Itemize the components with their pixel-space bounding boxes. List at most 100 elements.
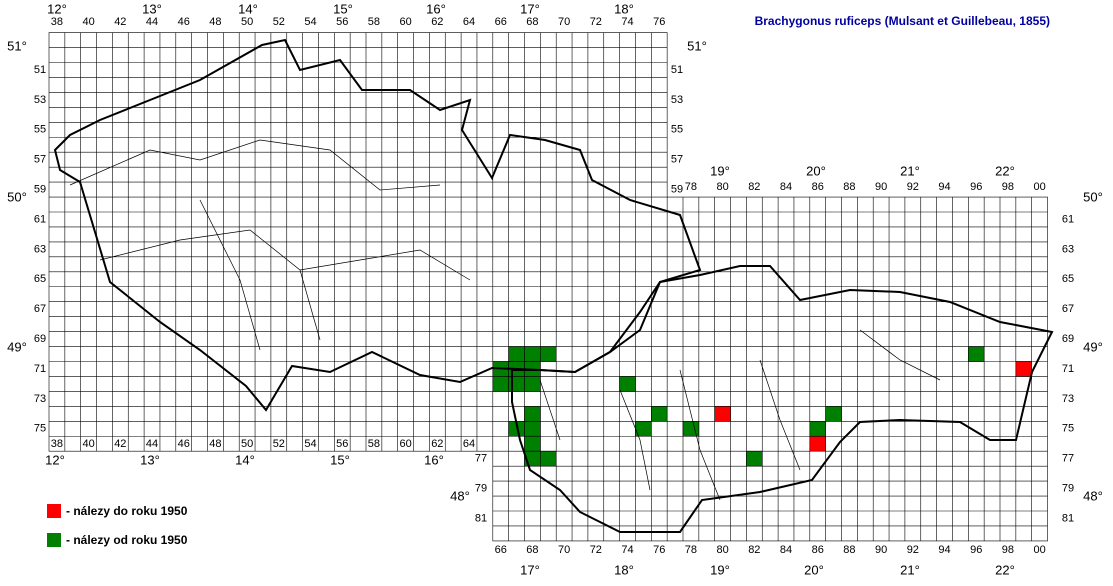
column-label: 48 bbox=[209, 16, 221, 28]
czech-border bbox=[53, 38, 702, 412]
row-label: 73 bbox=[1062, 393, 1074, 405]
rivers bbox=[69, 139, 941, 501]
column-label: 96 bbox=[970, 181, 982, 193]
longitude-label: 15° bbox=[330, 452, 350, 467]
find-cell bbox=[714, 406, 731, 422]
column-label: 50 bbox=[241, 16, 253, 28]
column-label: 38 bbox=[51, 438, 63, 450]
longitude-label: 20° bbox=[804, 562, 824, 577]
latitude-label: 49° bbox=[1083, 339, 1103, 354]
column-label: 80 bbox=[717, 544, 729, 556]
column-label: 70 bbox=[558, 16, 570, 28]
row-label: 51 bbox=[34, 64, 46, 76]
find-cell bbox=[650, 406, 668, 422]
longitude-label: 20° bbox=[806, 163, 826, 178]
row-label: 53 bbox=[671, 94, 683, 106]
column-label: 50 bbox=[241, 438, 253, 450]
row-label: 71 bbox=[34, 363, 46, 375]
column-label: 64 bbox=[463, 438, 475, 450]
grid-lines bbox=[48, 32, 1048, 542]
column-label: 68 bbox=[526, 16, 538, 28]
longitude-label: 22° bbox=[995, 562, 1015, 577]
legend-swatch bbox=[47, 533, 61, 547]
column-label: 66 bbox=[495, 16, 507, 28]
column-label: 96 bbox=[970, 544, 982, 556]
longitude-label: 16° bbox=[426, 1, 446, 16]
row-label: 75 bbox=[1062, 423, 1074, 435]
column-label: 48 bbox=[209, 438, 221, 450]
find-cell bbox=[825, 406, 842, 422]
find-cell bbox=[524, 346, 541, 362]
find-cell bbox=[524, 420, 541, 437]
column-label: 46 bbox=[178, 16, 190, 28]
row-label: 67 bbox=[1062, 303, 1074, 315]
slovak-border bbox=[511, 265, 1054, 533]
column-label: 92 bbox=[907, 544, 919, 556]
row-label: 77 bbox=[1062, 453, 1074, 465]
column-label: 60 bbox=[400, 438, 412, 450]
row-label: 61 bbox=[1062, 213, 1074, 225]
longitude-label: 19° bbox=[710, 163, 730, 178]
column-label: 78 bbox=[685, 181, 697, 193]
row-label: 55 bbox=[671, 124, 683, 136]
find-cell bbox=[524, 376, 541, 392]
column-label: 86 bbox=[812, 181, 824, 193]
longitude-label: 17° bbox=[520, 562, 540, 577]
longitude-label: 12° bbox=[45, 452, 65, 467]
latitude-label: 49° bbox=[7, 339, 27, 354]
column-label: 72 bbox=[590, 544, 602, 556]
column-label: 38 bbox=[51, 16, 63, 28]
column-label: 78 bbox=[685, 544, 697, 556]
column-label: 44 bbox=[146, 16, 158, 28]
column-label: 72 bbox=[590, 16, 602, 28]
column-label: 70 bbox=[558, 544, 570, 556]
longitude-label: 19° bbox=[710, 562, 730, 577]
row-label: 81 bbox=[475, 512, 487, 524]
row-label: 63 bbox=[1062, 243, 1074, 255]
column-label: 84 bbox=[780, 181, 792, 193]
column-label: 88 bbox=[843, 544, 855, 556]
row-label: 71 bbox=[1062, 363, 1074, 375]
column-label: 94 bbox=[938, 181, 950, 193]
longitude-label: 15° bbox=[333, 1, 353, 16]
row-label: 73 bbox=[34, 393, 46, 405]
row-label: 77 bbox=[475, 453, 487, 465]
column-label: 62 bbox=[431, 16, 443, 28]
column-label: 52 bbox=[273, 16, 285, 28]
longitude-label: 16° bbox=[424, 452, 444, 467]
longitude-label: 14° bbox=[238, 1, 258, 16]
column-label: 76 bbox=[653, 544, 665, 556]
find-cell bbox=[492, 376, 509, 392]
column-label: 90 bbox=[875, 544, 887, 556]
column-label: 58 bbox=[368, 16, 380, 28]
column-label: 66 bbox=[495, 544, 507, 556]
column-label: 00 bbox=[1034, 544, 1046, 556]
column-label: 90 bbox=[875, 181, 887, 193]
legend-swatch bbox=[47, 504, 61, 518]
find-cell bbox=[682, 420, 700, 437]
column-label: 98 bbox=[1002, 181, 1014, 193]
column-label: 00 bbox=[1034, 181, 1046, 193]
column-label: 92 bbox=[907, 181, 919, 193]
latitude-label: 48° bbox=[450, 488, 470, 503]
longitude-label: 22° bbox=[995, 163, 1015, 178]
column-label: 42 bbox=[114, 438, 126, 450]
row-label: 79 bbox=[1062, 482, 1074, 494]
column-label: 42 bbox=[114, 16, 126, 28]
column-label: 54 bbox=[304, 438, 316, 450]
column-label: 88 bbox=[843, 181, 855, 193]
row-label: 57 bbox=[34, 154, 46, 166]
column-label: 86 bbox=[812, 544, 824, 556]
longitude-label: 13° bbox=[142, 1, 162, 16]
row-label: 57 bbox=[671, 154, 683, 166]
longitude-label: 18° bbox=[614, 1, 634, 16]
find-cell bbox=[619, 376, 636, 392]
title: Brachygonus ruficeps (Mulsant et Guilleb… bbox=[755, 14, 1050, 28]
column-label: 52 bbox=[273, 438, 285, 450]
column-label: 94 bbox=[938, 544, 950, 556]
column-label: 56 bbox=[336, 438, 348, 450]
latitude-label: 51° bbox=[7, 38, 27, 53]
column-label: 56 bbox=[336, 16, 348, 28]
find-cell bbox=[540, 346, 557, 362]
longitude-label: 18° bbox=[614, 562, 634, 577]
